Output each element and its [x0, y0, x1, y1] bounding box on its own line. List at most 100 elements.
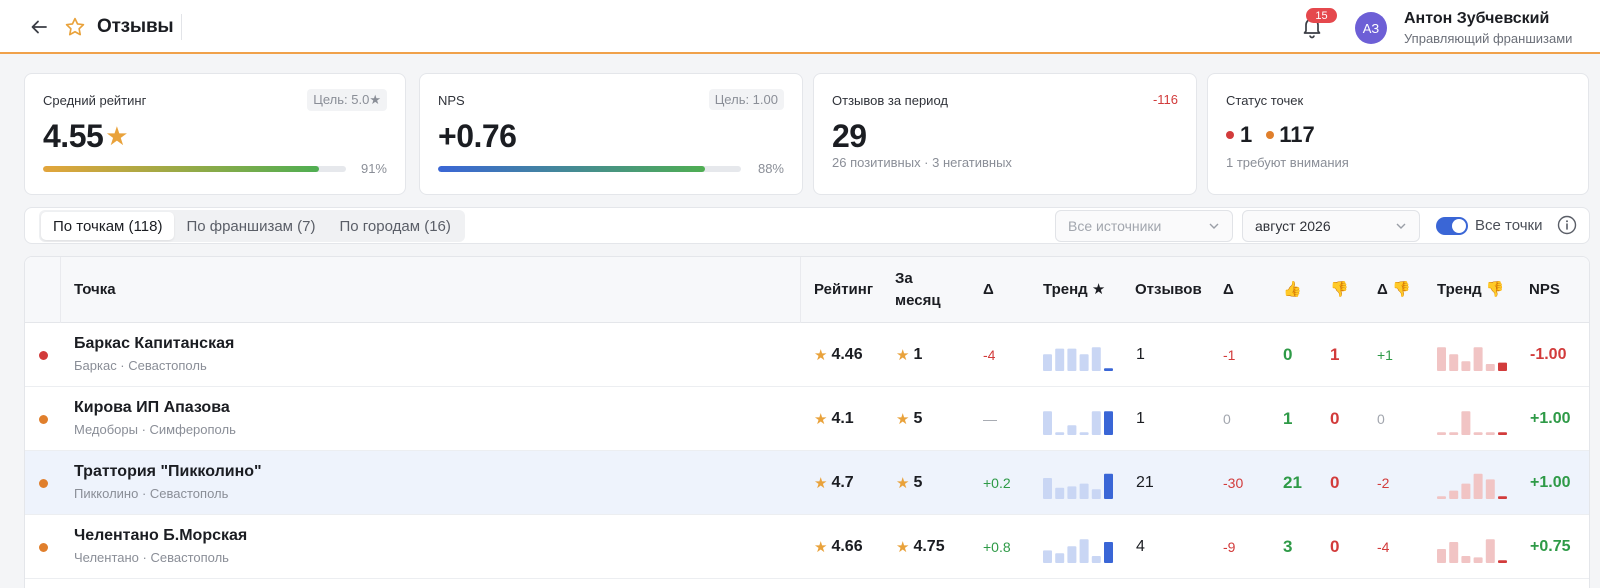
sparkline-bar [1079, 432, 1089, 435]
source-select[interactable]: Все источники [1055, 210, 1233, 242]
tab-by-points[interactable]: По точкам (118) [41, 212, 175, 240]
star-icon: ★ [896, 539, 910, 556]
col-point[interactable]: Точка [60, 257, 800, 323]
sparkline-bar [1485, 364, 1495, 371]
col-trend-down[interactable]: Тренд 👎 [1437, 281, 1505, 299]
sparkline-bar [1461, 483, 1471, 499]
sparkline-bar [1104, 411, 1113, 435]
info-icon[interactable] [1557, 215, 1577, 235]
month-rating-cell: ★ 5 [896, 451, 922, 515]
red-count: 1 [1240, 122, 1253, 147]
sparkline-bar [1067, 348, 1077, 371]
rating-value: 4.46 [831, 346, 863, 363]
avg-rating-card: Средний рейтинг Цель: 5.0★ 4.55 ★ 91% [24, 73, 406, 195]
card-target: Цель: 1.00 [708, 89, 784, 110]
rating-value: 4.55 [43, 118, 104, 154]
card-value: 4.55 ★ [43, 118, 129, 155]
table-row[interactable]: Кирова ИП Апазова Медоборы · Симферополь… [25, 387, 1589, 451]
sparkline-bar [1473, 432, 1483, 435]
orange-count: 117 [1279, 122, 1315, 147]
col-delta[interactable]: Δ [983, 281, 994, 299]
sparkline-bar [1498, 432, 1507, 435]
table-row[interactable]: Траттория "Пикколино" Пикколино · Севаст… [25, 451, 1589, 515]
progress-bar [438, 166, 741, 172]
negative-delta: -2 [1377, 475, 1390, 491]
status-dot [39, 415, 48, 424]
star-icon: ★ [105, 121, 129, 151]
point-name[interactable]: Траттория "Пикколино" [74, 463, 262, 480]
card-sub: 26 позитивных · 3 негативных [832, 155, 1012, 170]
sparkline-bar [1104, 368, 1113, 371]
col-thumbs-up[interactable]: 👍 [1283, 281, 1302, 299]
star-icon: ★ [896, 347, 910, 364]
negative-count: 0 [1330, 409, 1340, 428]
col-down-delta[interactable]: Δ 👎 [1377, 281, 1411, 299]
nps-value: +1.00 [1530, 410, 1571, 427]
col-trend-star[interactable]: Тренд ★ [1043, 281, 1106, 299]
period-select[interactable]: август 2026 [1242, 210, 1420, 242]
sparkline-bar [1079, 354, 1089, 371]
sparkline-bar [1043, 411, 1052, 435]
chevron-down-icon [1396, 223, 1406, 229]
sparkline-bar [1485, 539, 1495, 563]
month-rating-value: 1 [913, 346, 923, 363]
all-points-toggle[interactable] [1436, 217, 1468, 235]
sparkline-bar [1449, 432, 1459, 435]
col-rating[interactable]: Рейтинг [800, 257, 882, 323]
col-month-line1: За [895, 270, 913, 288]
sparkline-bar [1043, 478, 1052, 499]
table-row[interactable]: Челентано Б.Морская Челентано · Севастоп… [25, 515, 1589, 579]
month-rating-value: 5 [913, 474, 923, 491]
sparkline-bar [1091, 347, 1101, 371]
source-select-placeholder: Все источники [1068, 218, 1162, 234]
negative-trend-sparkline [1437, 473, 1507, 499]
card-label: Отзывов за период [832, 93, 948, 108]
tab-by-franchises[interactable]: По франшизам (7) [186, 217, 316, 235]
point-name[interactable]: Кирова ИП Апазова [74, 399, 230, 416]
sparkline-bar [1055, 553, 1065, 563]
rating-cell: ★ 4.66 [814, 515, 863, 579]
nps-value: -1.00 [1530, 346, 1567, 363]
negative-trend-sparkline [1437, 411, 1507, 435]
col-reviews-delta[interactable]: Δ [1223, 281, 1234, 299]
card-value: +0.76 [438, 118, 517, 154]
point-subtitle: Пикколино · Севастополь [74, 486, 229, 501]
month-rating-cell: ★ 5 [896, 387, 922, 451]
negative-delta: +1 [1377, 347, 1393, 363]
sparkline-bar [1104, 542, 1113, 563]
sparkline-bar [1437, 496, 1446, 499]
col-thumbs-down[interactable]: 👎 [1330, 281, 1349, 299]
month-rating-value: 5 [913, 410, 923, 427]
avatar[interactable]: АЗ [1355, 12, 1387, 44]
rating-delta: — [983, 411, 997, 427]
card-label: NPS [438, 93, 465, 108]
toggle-label: Все точки [1475, 217, 1543, 234]
positive-count: 3 [1283, 537, 1293, 556]
nps-value: +0.75 [1530, 538, 1571, 555]
star-icon: ★ [896, 411, 910, 428]
table-row[interactable]: Баркас Капитанская Баркас · Севастополь … [25, 323, 1589, 387]
positive-count: 0 [1283, 345, 1293, 364]
rating-cell: ★ 4.1 [814, 387, 854, 451]
sparkline-bar [1485, 432, 1495, 435]
progress-fill [438, 166, 705, 172]
col-nps[interactable]: NPS [1529, 281, 1560, 299]
point-subtitle: Баркас · Севастополь [74, 358, 207, 373]
point-name[interactable]: Баркас Капитанская [74, 335, 235, 352]
point-subtitle: Челентано · Севастополь [74, 550, 229, 565]
sparkline-bar [1055, 432, 1065, 435]
period-select-value: август 2026 [1255, 218, 1331, 234]
sparkline-bar [1485, 479, 1495, 499]
sparkline-bar [1461, 361, 1471, 371]
negative-count: 0 [1330, 473, 1340, 492]
sparkline-bar [1461, 556, 1471, 563]
negative-count: 1 [1330, 345, 1340, 364]
col-reviews[interactable]: Отзывов [1135, 281, 1202, 299]
col-month[interactable]: За месяц [882, 257, 970, 323]
rating-value: 4.66 [831, 538, 863, 555]
point-name[interactable]: Челентано Б.Морская [74, 527, 248, 544]
tab-by-cities[interactable]: По городам (16) [339, 217, 451, 235]
point-subtitle: Медоборы · Симферополь [74, 422, 236, 437]
back-arrow-icon[interactable] [28, 16, 50, 38]
sparkline-bar [1498, 496, 1507, 499]
